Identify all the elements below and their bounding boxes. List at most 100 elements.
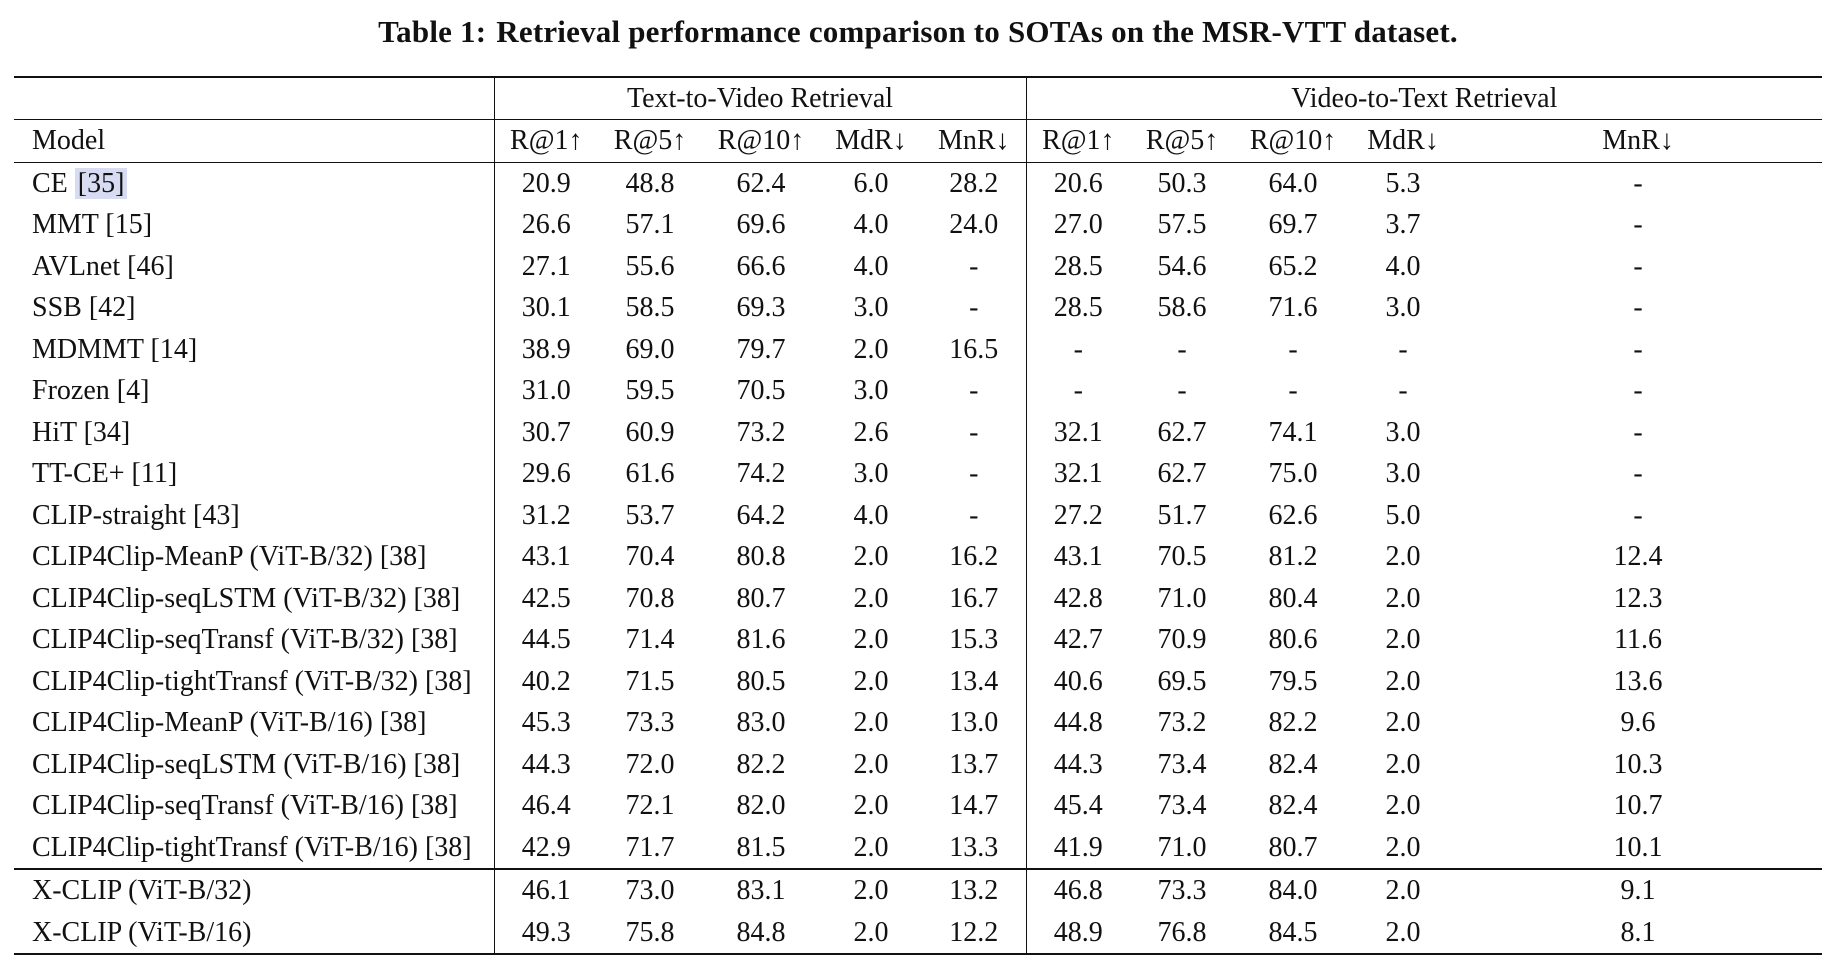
citation-link[interactable]: [15]: [105, 209, 153, 241]
metric-cell: 27.2: [1025, 494, 1131, 536]
header-metric: R@1↑: [493, 119, 598, 162]
metric-cell: 29.6: [493, 453, 598, 495]
citation-link[interactable]: [38]: [410, 624, 458, 656]
metric-cell: 70.4: [625, 541, 675, 573]
metric-cell: 2.0: [1385, 707, 1421, 739]
citation-link[interactable]: [34]: [83, 416, 131, 448]
citation-link[interactable]: [46]: [127, 250, 174, 282]
metric-cell: 2.0: [1385, 665, 1421, 697]
metric-cell: 71.7: [625, 831, 675, 863]
metric-cell: 16.5: [949, 333, 999, 365]
metric-cell: 80.7: [736, 582, 786, 614]
metric-cell: 42.7: [1025, 619, 1131, 661]
model-name-cell: Frozen [4]: [14, 370, 494, 412]
metric-cell: 73.4: [1157, 748, 1207, 780]
citation-link[interactable]: [11]: [131, 458, 178, 490]
model-name: Frozen: [32, 375, 110, 407]
metric-cell: 69.6: [736, 209, 786, 241]
model-name: MMT: [32, 209, 99, 241]
metric-cell: 9.1: [1454, 868, 1823, 912]
citation-link[interactable]: [38]: [413, 748, 461, 780]
header-metric: R@5↑: [598, 119, 702, 162]
metric-cell: 44.8: [1025, 702, 1131, 744]
citation-link[interactable]: [38]: [379, 707, 427, 739]
table-body: CE [35] 20.9 48.8 62.4 6.0 28.2 20.6 50.3 64.0 5.…: [14, 161, 1823, 955]
metric-cell: 73.0: [598, 868, 702, 912]
model-name-cell: SSB [42]: [14, 287, 494, 329]
metric-cell: 40.6: [1025, 660, 1131, 702]
caption-text: Retrieval performance comparison to SOTA…: [496, 14, 1458, 49]
model-name: CLIP4Clip-tightTransf (ViT-B/32): [32, 665, 418, 697]
metric-cell: 3.0: [1385, 416, 1421, 448]
metric-cell: 44.3: [493, 743, 598, 785]
metric-cell: 2.0: [1352, 911, 1455, 955]
table-row: CLIP4Clip-seqTransf (ViT-B/16) [38] 46.4 7…: [14, 785, 1822, 827]
citation-link[interactable]: [38]: [413, 582, 461, 614]
table-row: CLIP4Clip-seqTransf (ViT-B/32) [38] 44.5 7…: [14, 619, 1822, 661]
metric-cell: 83.1: [702, 868, 820, 912]
model-name-cell: MDMMT [14]: [14, 329, 494, 371]
metric-cell: 4.0: [853, 209, 889, 241]
table-caption: Table 1: Retrieval performance comparison…: [0, 14, 1836, 50]
metric-cell: 3.0: [853, 292, 889, 324]
metric-cell: 45.4: [1025, 785, 1131, 827]
metric-cell: 4.0: [853, 250, 889, 282]
table-row: SSB [42] 30.1 58.5 69.3 3.0-28.5 58.6 71.6 3.0-: [14, 287, 1822, 329]
metric-cell: 62.4: [702, 161, 820, 204]
metric-cell: 73.4: [1157, 790, 1207, 822]
citation-link[interactable]: [35]: [74, 167, 128, 199]
metric-cell: 70.8: [625, 582, 675, 614]
metric-cell: 2.0: [853, 582, 889, 614]
metric-cell: 32.1: [1025, 453, 1131, 495]
metric-cell: 82.2: [1268, 707, 1318, 739]
table-row: X-CLIP (ViT-B/16) 49.3 75.8 84.8 2.0 12.2 48.9…: [14, 911, 1823, 955]
metric-cell: 48.8: [598, 161, 702, 204]
metric-cell: 2.0: [853, 831, 889, 863]
metric-cell: 42.9: [493, 826, 598, 869]
metric-cell: 2.0: [1385, 582, 1421, 614]
metric-cell: 2.0: [853, 790, 889, 822]
metric-cell: 73.2: [1157, 707, 1207, 739]
metric-cell: 32.1: [1025, 411, 1131, 453]
citation-link[interactable]: [38]: [424, 665, 472, 697]
metric-cell: 71.0: [1157, 831, 1207, 863]
metric-cell: 38.9: [493, 328, 598, 370]
metric-cell: 81.2: [1268, 541, 1318, 573]
metric-cell: 13.0: [949, 707, 999, 739]
metric-cell: -: [1025, 328, 1131, 370]
metric-cell: 2.0: [820, 911, 922, 955]
citation-link[interactable]: [14]: [150, 333, 198, 365]
citation-link[interactable]: [43]: [193, 499, 240, 531]
metric-cell: 80.5: [736, 665, 786, 697]
model-name: X-CLIP (ViT-B/16): [32, 916, 252, 948]
metric-cell: 15.3: [949, 624, 999, 656]
model-name-cell: CLIP4Clip-tightTransf (ViT-B/16) [38]: [14, 827, 494, 870]
citation-link[interactable]: [38]: [410, 790, 458, 822]
metric-cell: 13.6: [1613, 665, 1663, 697]
header-metric: MdR↓: [1352, 119, 1455, 162]
citation-link[interactable]: [42]: [88, 292, 136, 324]
metric-cell: 40.2: [493, 660, 598, 702]
table-row: CLIP4Clip-MeanP (ViT-B/16) [38] 45.3 73.3 8…: [14, 702, 1822, 744]
model-name: TT-CE+: [32, 458, 125, 490]
metric-cell: 51.7: [1157, 499, 1207, 531]
citation-link[interactable]: [38]: [379, 541, 427, 573]
citation-link[interactable]: [38]: [424, 831, 472, 863]
metric-cell: 44.5: [493, 619, 598, 661]
metric-cell: 20.9: [493, 161, 598, 204]
metric-cell: 2.0: [1385, 624, 1421, 656]
table-row: Frozen [4] 31.0 59.5 70.5 3.0- - - - - -: [14, 370, 1822, 412]
metric-cell: 13.7: [949, 748, 999, 780]
metric-cell: 2.0: [1352, 868, 1455, 912]
metric-cell: 13.2: [922, 868, 1027, 912]
model-name: MDMMT: [32, 333, 144, 365]
metric-cell: 64.2: [736, 499, 786, 531]
metric-cell: 74.1: [1268, 416, 1318, 448]
metric-cell: 75.0: [1268, 458, 1318, 490]
metric-cell: 72.0: [625, 748, 675, 780]
table-row: X-CLIP (ViT-B/32) 46.1 73.0 83.1 2.0 13.2 46.8…: [14, 868, 1823, 912]
metric-cell: -: [1177, 333, 1187, 365]
header-metric: MnR↓: [922, 119, 1027, 162]
citation-link[interactable]: [4]: [116, 375, 150, 407]
metric-cell: 3.0: [853, 458, 889, 490]
